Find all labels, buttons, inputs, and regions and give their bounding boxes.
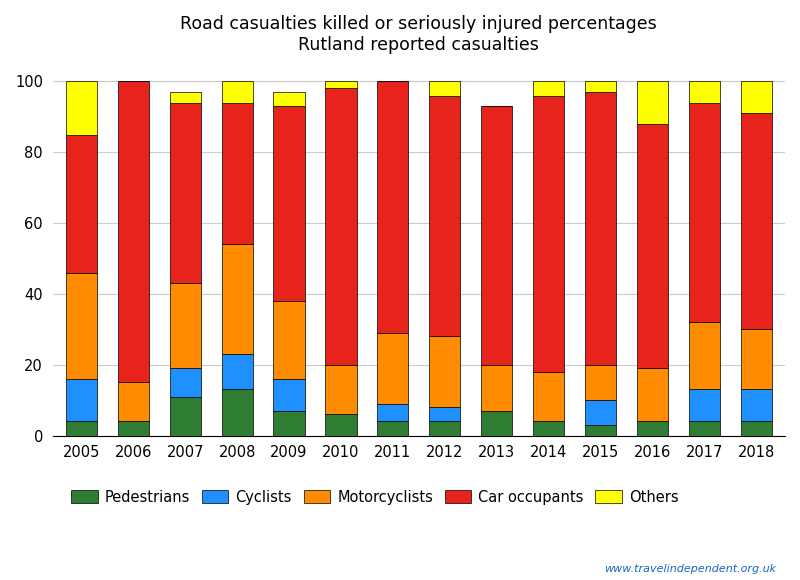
Bar	[118, 421, 149, 436]
Bar	[689, 322, 720, 390]
Bar	[170, 92, 201, 103]
Bar	[326, 89, 357, 365]
Bar	[585, 365, 616, 400]
Bar	[741, 421, 772, 436]
Bar	[170, 397, 201, 436]
Bar	[222, 244, 253, 354]
Bar	[585, 400, 616, 425]
Bar	[689, 421, 720, 436]
Bar	[170, 283, 201, 368]
Bar	[637, 81, 668, 124]
Bar	[741, 390, 772, 421]
Bar	[170, 103, 201, 283]
Bar	[378, 333, 409, 404]
Bar	[274, 411, 305, 436]
Bar	[378, 421, 409, 436]
Bar	[378, 81, 409, 333]
Bar	[378, 404, 409, 421]
Bar	[222, 81, 253, 103]
Bar	[689, 390, 720, 421]
Bar	[689, 103, 720, 322]
Bar	[170, 368, 201, 397]
Bar	[274, 106, 305, 301]
Bar	[66, 421, 97, 436]
Bar	[66, 81, 97, 135]
Bar	[585, 425, 616, 436]
Bar	[637, 368, 668, 421]
Bar	[274, 379, 305, 411]
Bar	[533, 96, 564, 372]
Bar	[481, 411, 512, 436]
Bar	[326, 414, 357, 436]
Bar	[481, 365, 512, 411]
Bar	[689, 81, 720, 103]
Bar	[430, 336, 461, 407]
Bar	[637, 421, 668, 436]
Bar	[430, 96, 461, 336]
Bar	[430, 421, 461, 436]
Bar	[430, 81, 461, 96]
Bar	[326, 365, 357, 414]
Bar	[741, 329, 772, 390]
Bar	[533, 421, 564, 436]
Bar	[222, 103, 253, 244]
Bar	[274, 92, 305, 106]
Legend: Pedestrians, Cyclists, Motorcyclists, Car occupants, Others: Pedestrians, Cyclists, Motorcyclists, Ca…	[66, 484, 684, 510]
Bar	[533, 372, 564, 421]
Bar	[326, 81, 357, 89]
Bar	[118, 81, 149, 382]
Bar	[118, 382, 149, 421]
Bar	[66, 379, 97, 421]
Bar	[222, 354, 253, 390]
Bar	[222, 390, 253, 436]
Bar	[741, 113, 772, 329]
Bar	[585, 92, 616, 365]
Bar	[741, 81, 772, 113]
Bar	[585, 81, 616, 92]
Title: Road casualties killed or seriously injured percentages
Rutland reported casualt: Road casualties killed or seriously inju…	[181, 15, 658, 54]
Bar	[66, 135, 97, 273]
Bar	[637, 124, 668, 368]
Text: www.travelindependent.org.uk: www.travelindependent.org.uk	[604, 564, 776, 574]
Bar	[481, 106, 512, 365]
Bar	[274, 301, 305, 379]
Bar	[533, 81, 564, 96]
Bar	[66, 273, 97, 379]
Bar	[430, 407, 461, 421]
